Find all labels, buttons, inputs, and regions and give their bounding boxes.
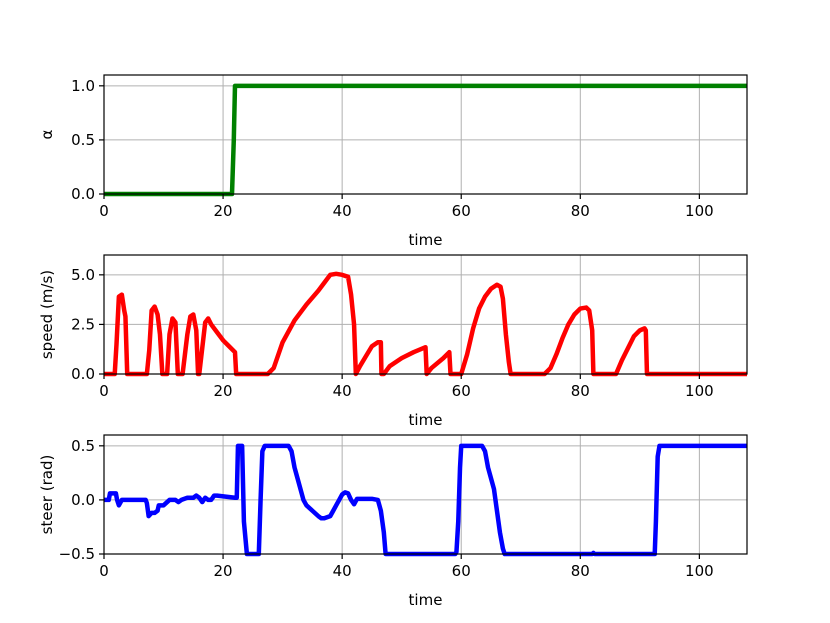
y-tick-label: 0.5 (71, 131, 95, 149)
x-tick-label: 100 (685, 562, 714, 580)
y-axis-label: steer (rad) (38, 455, 56, 535)
y-tick-label: 0.0 (71, 185, 95, 203)
x-tick-label: 40 (333, 202, 352, 220)
x-tick-label: 20 (214, 562, 233, 580)
steer-panel: 0 20 40 60 80 100 −0.5 0.0 0.5 time steer (rad) (38, 434, 748, 609)
x-axis-label: time (409, 411, 443, 429)
x-axis-label: time (409, 231, 443, 249)
x-tick-label: 60 (452, 382, 471, 400)
y-axis-label: α (38, 129, 56, 139)
y-tick-label: 5.0 (71, 266, 95, 284)
y-tick-label: 1.0 (71, 77, 95, 95)
x-axis-label: time (409, 591, 443, 609)
x-tick-label: 60 (452, 562, 471, 580)
y-tick-label: −0.5 (59, 545, 95, 563)
x-tick-label: 100 (685, 202, 714, 220)
alpha-panel: 0 20 40 60 80 100 0.0 0.5 1.0 time α (38, 74, 748, 249)
y-axis-label: speed (m/s) (38, 270, 56, 359)
speed-panel: 0 20 40 60 80 100 0.0 2.5 5.0 time speed (m/s) (38, 254, 748, 429)
x-tick-label: 20 (214, 382, 233, 400)
axes-frame (103, 74, 748, 195)
axes-frame (103, 434, 748, 555)
x-tick-label: 0 (99, 382, 109, 400)
y-tick-label: 2.5 (71, 315, 95, 333)
x-tick-label: 80 (571, 562, 590, 580)
x-tick-label: 40 (333, 562, 352, 580)
series-line (104, 443, 747, 557)
x-tick-label: 0 (99, 562, 109, 580)
x-tick-label: 100 (685, 382, 714, 400)
y-tick-label: 0.0 (71, 365, 95, 383)
y-tick-label: 0.5 (71, 437, 95, 455)
axes-frame (103, 254, 748, 375)
x-tick-label: 40 (333, 382, 352, 400)
x-tick-label: 80 (571, 202, 590, 220)
x-tick-label: 60 (452, 202, 471, 220)
y-tick-label: 0.0 (71, 491, 95, 509)
x-tick-label: 0 (99, 202, 109, 220)
x-tick-label: 80 (571, 382, 590, 400)
x-tick-label: 20 (214, 202, 233, 220)
